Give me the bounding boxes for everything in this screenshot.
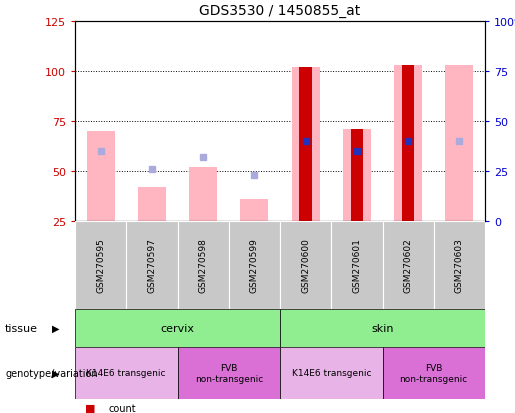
Bar <box>229 221 280 309</box>
Text: GSM270595: GSM270595 <box>96 238 105 293</box>
Title: GDS3530 / 1450855_at: GDS3530 / 1450855_at <box>199 4 360 18</box>
Bar <box>402 66 415 221</box>
Bar <box>383 347 485 399</box>
Text: GSM270597: GSM270597 <box>147 238 157 293</box>
Bar <box>280 347 383 399</box>
Text: GSM270599: GSM270599 <box>250 238 259 293</box>
Text: K14E6 transgenic: K14E6 transgenic <box>291 369 371 377</box>
Text: genotype/variation: genotype/variation <box>5 368 98 378</box>
Text: cervix: cervix <box>161 323 195 333</box>
Text: GSM270600: GSM270600 <box>301 238 310 293</box>
Bar <box>383 221 434 309</box>
Text: GSM270602: GSM270602 <box>404 238 413 293</box>
Bar <box>280 221 331 309</box>
Bar <box>299 68 312 221</box>
Bar <box>434 221 485 309</box>
Bar <box>178 221 229 309</box>
Text: K14E6 transgenic: K14E6 transgenic <box>87 369 166 377</box>
Bar <box>445 66 473 221</box>
Bar <box>138 188 166 221</box>
Text: skin: skin <box>371 323 394 333</box>
Bar <box>331 221 383 309</box>
Bar <box>351 130 363 221</box>
Bar <box>75 309 280 347</box>
Text: GSM270598: GSM270598 <box>199 238 208 293</box>
Text: count: count <box>109 403 136 413</box>
Text: ▶: ▶ <box>52 323 59 333</box>
Bar <box>75 221 126 309</box>
Bar <box>87 132 115 221</box>
Text: FVB
non-transgenic: FVB non-transgenic <box>195 363 263 383</box>
Bar <box>178 347 280 399</box>
Bar <box>343 130 371 221</box>
Text: GSM270603: GSM270603 <box>455 238 464 293</box>
Bar <box>280 309 485 347</box>
Bar <box>394 66 422 221</box>
Bar <box>126 221 178 309</box>
Text: tissue: tissue <box>5 323 38 333</box>
Text: GSM270601: GSM270601 <box>352 238 362 293</box>
Text: FVB
non-transgenic: FVB non-transgenic <box>400 363 468 383</box>
Text: ■: ■ <box>85 403 96 413</box>
Bar <box>189 168 217 221</box>
Bar <box>241 199 268 221</box>
Bar <box>291 68 320 221</box>
Text: ▶: ▶ <box>52 368 59 378</box>
Bar <box>75 347 178 399</box>
